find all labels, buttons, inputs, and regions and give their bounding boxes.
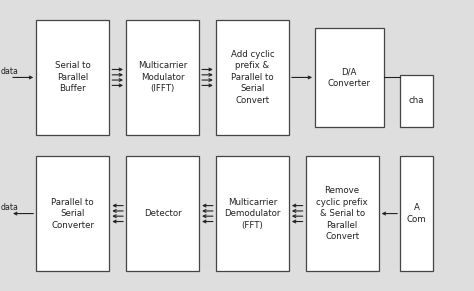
Bar: [306, 156, 379, 272]
Bar: [36, 19, 109, 135]
Bar: [216, 19, 289, 135]
Bar: [400, 74, 433, 127]
Text: Serial to
Parallel
Buffer: Serial to Parallel Buffer: [55, 61, 91, 93]
Text: cha: cha: [409, 96, 424, 105]
Bar: [315, 28, 383, 127]
Bar: [216, 156, 289, 272]
Bar: [36, 156, 109, 272]
Text: A
Com: A Com: [407, 203, 427, 224]
Text: D/A
Converter: D/A Converter: [328, 67, 371, 88]
Text: Multicarrier
Demodulator
(FFT): Multicarrier Demodulator (FFT): [224, 198, 281, 230]
Text: Add cyclic
prefix &
Parallel to
Serial
Convert: Add cyclic prefix & Parallel to Serial C…: [230, 50, 274, 105]
Bar: [126, 19, 199, 135]
Bar: [126, 156, 199, 272]
Text: Remove
cyclic prefix
& Serial to
Parallel
Convert: Remove cyclic prefix & Serial to Paralle…: [316, 186, 368, 241]
Text: Detector: Detector: [144, 209, 182, 218]
Bar: [400, 156, 433, 272]
Text: data: data: [0, 67, 18, 76]
Text: Multicarrier
Modulator
(IFFT): Multicarrier Modulator (IFFT): [138, 61, 187, 93]
Text: Parallel to
Serial
Converter: Parallel to Serial Converter: [51, 198, 94, 230]
Text: data: data: [0, 203, 18, 212]
